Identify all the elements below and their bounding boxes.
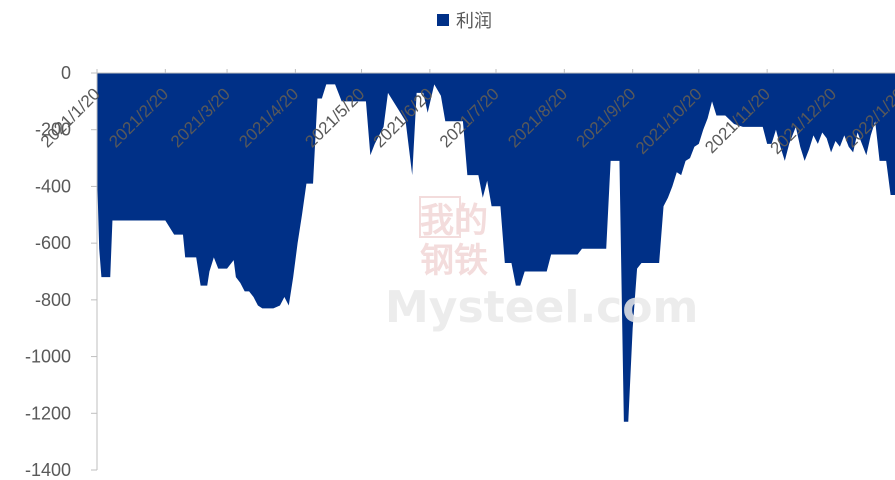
series-area-profit xyxy=(97,73,895,422)
y-tick-label: -1200 xyxy=(25,403,71,423)
y-tick-label: -1400 xyxy=(25,460,71,480)
watermark-cn-bottom: 钢铁 xyxy=(420,241,488,281)
watermark: 我的 钢铁 Mysteel.com xyxy=(385,196,698,333)
watermark-brand: Mysteel.com xyxy=(385,282,698,333)
y-tick-label: -800 xyxy=(35,290,71,310)
watermark-logo-box xyxy=(419,196,461,238)
y-axis-ticks: 0 -200 -400 -600 -800 -1000 -1200 -1400 xyxy=(25,63,97,480)
y-tick-label: -200 xyxy=(35,120,71,140)
y-tick-label: -1000 xyxy=(25,347,71,367)
x-tick-label: 2021/1/20 xyxy=(37,84,104,151)
y-tick-label: 0 xyxy=(61,63,71,83)
legend-label: 利润 xyxy=(456,11,492,32)
y-tick-label: -400 xyxy=(35,176,71,196)
legend: 利润 xyxy=(437,11,492,32)
legend-swatch xyxy=(437,14,449,26)
watermark-cn-top: 我的 xyxy=(420,201,488,241)
y-tick-label: -600 xyxy=(35,233,71,253)
